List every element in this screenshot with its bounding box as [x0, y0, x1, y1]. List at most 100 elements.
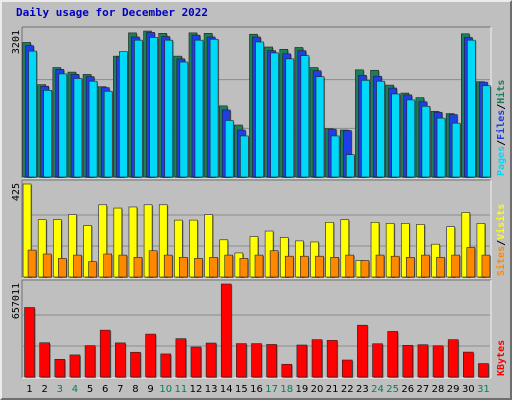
- bar-pages-day-25: [391, 93, 400, 178]
- bar-pages-day-7: [119, 51, 128, 178]
- bar-sites-day-23: [360, 260, 370, 278]
- bar-visits-day-22: [340, 219, 350, 278]
- bar-sites-day-9: [148, 250, 158, 278]
- bar-kbytes-day-28: [432, 345, 444, 378]
- bar-kbytes-day-21: [326, 340, 338, 378]
- legend-separator: /: [496, 240, 507, 246]
- bar-pages-day-28: [436, 117, 446, 178]
- bar-kbytes-day-13: [205, 342, 217, 378]
- bar-kbytes-day-10: [160, 353, 172, 378]
- bar-sites-day-27: [421, 254, 430, 278]
- bar-kbytes-day-1: [24, 307, 35, 378]
- x-tick-label-day-12: 12: [190, 384, 203, 395]
- bar-pages-day-31: [482, 85, 491, 178]
- y-max-label-visits: 425: [11, 183, 22, 201]
- bar-pages-day-2: [43, 90, 52, 178]
- bar-pages-day-20: [315, 76, 325, 178]
- bar-sites-day-2: [42, 253, 52, 278]
- bar-kbytes-day-2: [39, 342, 50, 378]
- bar-sites-day-4: [73, 254, 82, 278]
- bar-kbytes-day-6: [99, 329, 111, 378]
- bar-visits-day-27: [416, 224, 425, 278]
- bar-sites-day-18: [284, 255, 294, 278]
- x-tick-label-day-22: 22: [341, 384, 354, 395]
- x-tick-label-day-25: 25: [386, 384, 399, 395]
- bar-sites-day-22: [345, 254, 355, 278]
- bar-sites-day-19: [300, 255, 309, 278]
- bar-visits-day-11: [174, 219, 183, 278]
- x-tick-label-day-11: 11: [174, 384, 187, 395]
- x-tick-label-day-20: 20: [311, 384, 324, 395]
- y-max-label-kbytes: 657011: [11, 283, 22, 319]
- bar-pages-day-8: [134, 39, 143, 178]
- bar-visits-day-29: [446, 226, 455, 278]
- bar-kbytes-day-19: [296, 344, 308, 378]
- bar-kbytes-day-18: [281, 363, 293, 378]
- bar-pages-day-30: [467, 39, 476, 178]
- bar-kbytes-day-27: [417, 344, 429, 378]
- bar-kbytes-day-15: [236, 343, 247, 378]
- bar-pages-day-26: [406, 99, 416, 178]
- x-tick-label-day-30: 30: [462, 384, 475, 395]
- bar-kbytes-day-11: [175, 338, 187, 378]
- bar-visits-day-12: [189, 219, 198, 278]
- x-tick-label-day-27: 27: [417, 384, 430, 395]
- bar-sites-day-26: [405, 257, 415, 278]
- bar-sites-day-3: [58, 258, 67, 278]
- legend-entry-pages: Pages: [496, 146, 507, 176]
- bar-visits-day-30: [461, 212, 471, 278]
- bar-kbytes-day-9: [145, 333, 156, 378]
- x-tick-label-day-29: 29: [447, 384, 460, 395]
- bar-visits-day-10: [158, 204, 168, 278]
- x-tick-label-day-16: 16: [250, 384, 263, 395]
- bar-visits-day-31: [476, 223, 486, 278]
- legend-entry-visits: Visits: [495, 204, 507, 240]
- x-tick-label-day-2: 2: [42, 384, 48, 395]
- bar-sites-day-11: [179, 257, 188, 278]
- bar-kbytes-day-20: [311, 339, 323, 378]
- bar-pages-day-17: [270, 52, 279, 178]
- bar-kbytes-day-30: [463, 351, 474, 378]
- bar-pages-day-14: [224, 120, 234, 178]
- x-tick-label-day-10: 10: [159, 384, 172, 395]
- y-max-label-hits: 3201: [11, 30, 22, 54]
- bar-pages-day-16: [255, 41, 264, 178]
- x-tick-label-day-4: 4: [72, 384, 78, 395]
- bar-visits-day-24: [370, 221, 380, 278]
- bar-sites-day-12: [194, 258, 203, 278]
- bar-kbytes-day-4: [69, 354, 81, 378]
- bar-sites-day-5: [88, 261, 97, 278]
- bar-visits-day-25: [385, 223, 395, 278]
- bar-pages-day-9: [149, 37, 158, 178]
- x-tick-label-day-13: 13: [205, 384, 218, 395]
- bar-visits-day-7: [113, 207, 123, 278]
- bar-sites-day-15: [239, 258, 249, 278]
- legend-kbytes: KBytes: [496, 340, 507, 376]
- bar-visits-day-3: [53, 219, 62, 278]
- bar-sites-day-7: [118, 254, 128, 278]
- bar-sites-day-24: [375, 254, 385, 278]
- bar-kbytes-day-29: [447, 339, 459, 378]
- bar-pages-day-18: [285, 58, 295, 178]
- bar-pages-day-15: [240, 135, 249, 178]
- x-tick-label-day-14: 14: [220, 384, 233, 395]
- bar-kbytes-day-5: [84, 345, 96, 378]
- bar-visits-day-1: [22, 183, 32, 278]
- bar-sites-day-20: [315, 255, 324, 278]
- x-tick-label-day-18: 18: [280, 384, 293, 395]
- x-tick-label-day-3: 3: [57, 384, 63, 395]
- bar-sites-day-6: [103, 253, 113, 278]
- legend-entry-sites: Sites: [495, 246, 507, 276]
- bar-sites-day-10: [163, 254, 173, 278]
- bar-sites-day-31: [481, 254, 491, 278]
- bar-visits-day-9: [143, 204, 153, 278]
- bar-kbytes-day-8: [130, 351, 141, 378]
- bar-kbytes-day-3: [54, 359, 66, 378]
- bar-pages-day-12: [194, 39, 204, 178]
- bar-visits-day-26: [400, 223, 410, 278]
- bar-sites-day-17: [269, 250, 279, 278]
- bar-kbytes-day-31: [478, 363, 489, 378]
- bar-pages-day-23: [361, 80, 370, 178]
